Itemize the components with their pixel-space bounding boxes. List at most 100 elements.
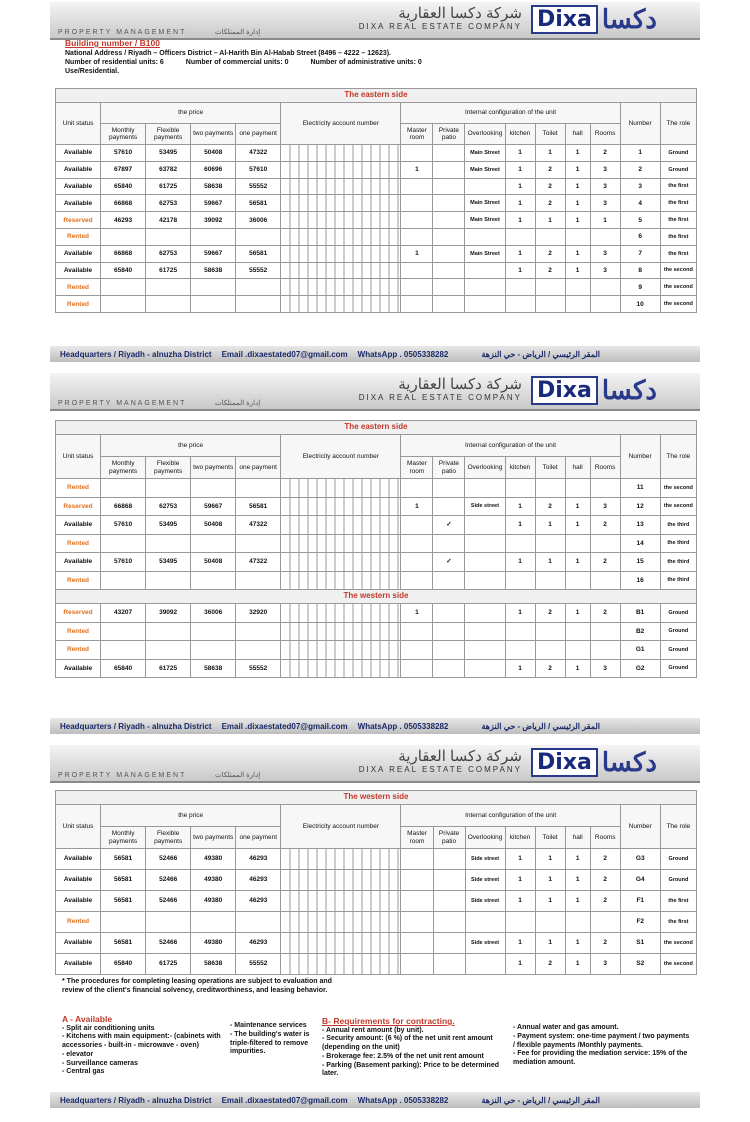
- electricity-boxes: [280, 869, 402, 891]
- cell: 14: [619, 533, 661, 553]
- column-header: Unit status: [54, 102, 102, 145]
- cell: 1: [504, 552, 536, 572]
- cell: Reserved: [54, 211, 102, 229]
- cell: [464, 621, 506, 641]
- cell: Side street: [464, 890, 506, 912]
- cell: Available: [54, 932, 102, 954]
- electricity-boxes: [280, 261, 402, 280]
- cell: [400, 194, 434, 213]
- logo-ar: دكسا: [601, 374, 657, 405]
- cell: 3: [589, 658, 621, 678]
- pm-label-ar: إدارة الممتلكات: [215, 29, 261, 36]
- logo-ar: دكسا: [601, 746, 657, 777]
- cell: Available: [54, 953, 102, 975]
- electricity-boxes: [280, 295, 402, 313]
- cell: 36006: [190, 603, 237, 623]
- cell: the first: [659, 244, 698, 263]
- cell: 47322: [235, 515, 282, 535]
- cell: [534, 533, 566, 553]
- note-item: - Split air conditioning units: [62, 1024, 155, 1032]
- footer-email: Email .dixaestated07@gmail.com: [221, 1095, 348, 1105]
- unit-row: Available 56581 52466 49380 46293 Side street…: [54, 848, 698, 870]
- cell: [432, 194, 466, 213]
- unit-row: Rented F2 the first: [54, 911, 698, 933]
- footer-ar: المقر الرئيسي / الرياض - حي النزهة: [481, 721, 600, 731]
- cell: 4: [619, 194, 661, 213]
- section-title: The western side: [55, 790, 697, 805]
- cell: G2: [619, 658, 661, 678]
- cell: 3: [589, 194, 621, 213]
- cell: [504, 911, 536, 933]
- cell: [235, 295, 282, 313]
- column-header: one payment: [235, 826, 282, 849]
- cell: the third: [659, 533, 698, 553]
- payments-list: - Annual water and gas amount. - Payment …: [513, 1024, 693, 1068]
- cell: [190, 478, 237, 498]
- cell: 58638: [190, 658, 237, 678]
- cell: 39092: [145, 603, 192, 623]
- cell: B2: [619, 621, 661, 641]
- logo: Dixa دكسا: [531, 374, 696, 406]
- cell: 7: [619, 244, 661, 263]
- cell: [589, 640, 621, 660]
- cell: 49380: [190, 932, 237, 954]
- cell: [504, 570, 536, 590]
- column-header: Internal configuration of the unit: [400, 804, 621, 827]
- cell: [464, 533, 506, 553]
- cell: 56581: [100, 890, 147, 912]
- electricity-boxes: [280, 244, 402, 263]
- cell: [464, 570, 506, 590]
- company-ar: شركة دكسا العقارية: [398, 5, 522, 22]
- cell: [190, 570, 237, 590]
- pm-label: PROPERTY MANAGEMENT: [58, 772, 187, 779]
- cell: 52466: [145, 848, 192, 870]
- cell: 1: [564, 261, 591, 280]
- cell: Main Street: [464, 160, 506, 179]
- unit-row: Rented B2 Ground: [54, 621, 698, 641]
- electricity-boxes: [280, 911, 402, 933]
- cell: [504, 278, 536, 297]
- column-header: two payments: [190, 123, 237, 145]
- cell: 65840: [100, 953, 147, 975]
- cell: [534, 295, 566, 313]
- cell: [464, 278, 506, 297]
- cell: 60696: [190, 160, 237, 179]
- cell: 55552: [235, 261, 282, 280]
- note-item: - Security amount: (6 %) of the net unit…: [322, 1035, 493, 1052]
- note-item: - elevator: [62, 1050, 94, 1058]
- cell: 1: [534, 552, 566, 572]
- electricity-boxes: [280, 890, 402, 912]
- cell: [235, 570, 282, 590]
- requirements-list: B- Requirements for contracting. - Annual…: [322, 1016, 507, 1079]
- cell: [145, 570, 192, 590]
- cell: 52466: [145, 869, 192, 891]
- cell: 57610: [235, 160, 282, 179]
- cell: 57610: [100, 552, 147, 572]
- cell: 1: [564, 848, 591, 870]
- cell: 1: [564, 160, 591, 179]
- cell: 61725: [145, 658, 192, 678]
- address: National Address / Riyadh – Officers Dis…: [65, 50, 392, 58]
- column-header: Private patio: [432, 826, 466, 849]
- cell: Available: [54, 890, 102, 912]
- note-item: - Payment system: one-time payment / two…: [513, 1032, 690, 1049]
- cell: 50408: [190, 144, 237, 162]
- cell: [400, 658, 434, 678]
- column-header: Number: [619, 804, 661, 849]
- cell: [400, 144, 434, 162]
- column-header: Flexible payments: [145, 456, 192, 479]
- footer-hq: Headquarters / Riyadh - alnuzha District: [60, 721, 212, 731]
- header-row: Monthly payments Flexible payments two pay…: [56, 456, 697, 479]
- cell: F2: [619, 911, 661, 933]
- electricity-boxes: [280, 278, 402, 297]
- cell: [432, 640, 466, 660]
- cell: the third: [659, 570, 698, 590]
- column-header: Overlooking: [464, 123, 506, 145]
- pm-label: PROPERTY MANAGEMENT: [58, 400, 187, 407]
- cell: Rented: [54, 478, 102, 498]
- cell: [190, 278, 237, 297]
- cell: 1: [564, 194, 591, 213]
- cell: [504, 533, 536, 553]
- unit-row: Available 66868 62753 59667 56581 Main Street…: [54, 194, 698, 213]
- cell: [464, 640, 506, 660]
